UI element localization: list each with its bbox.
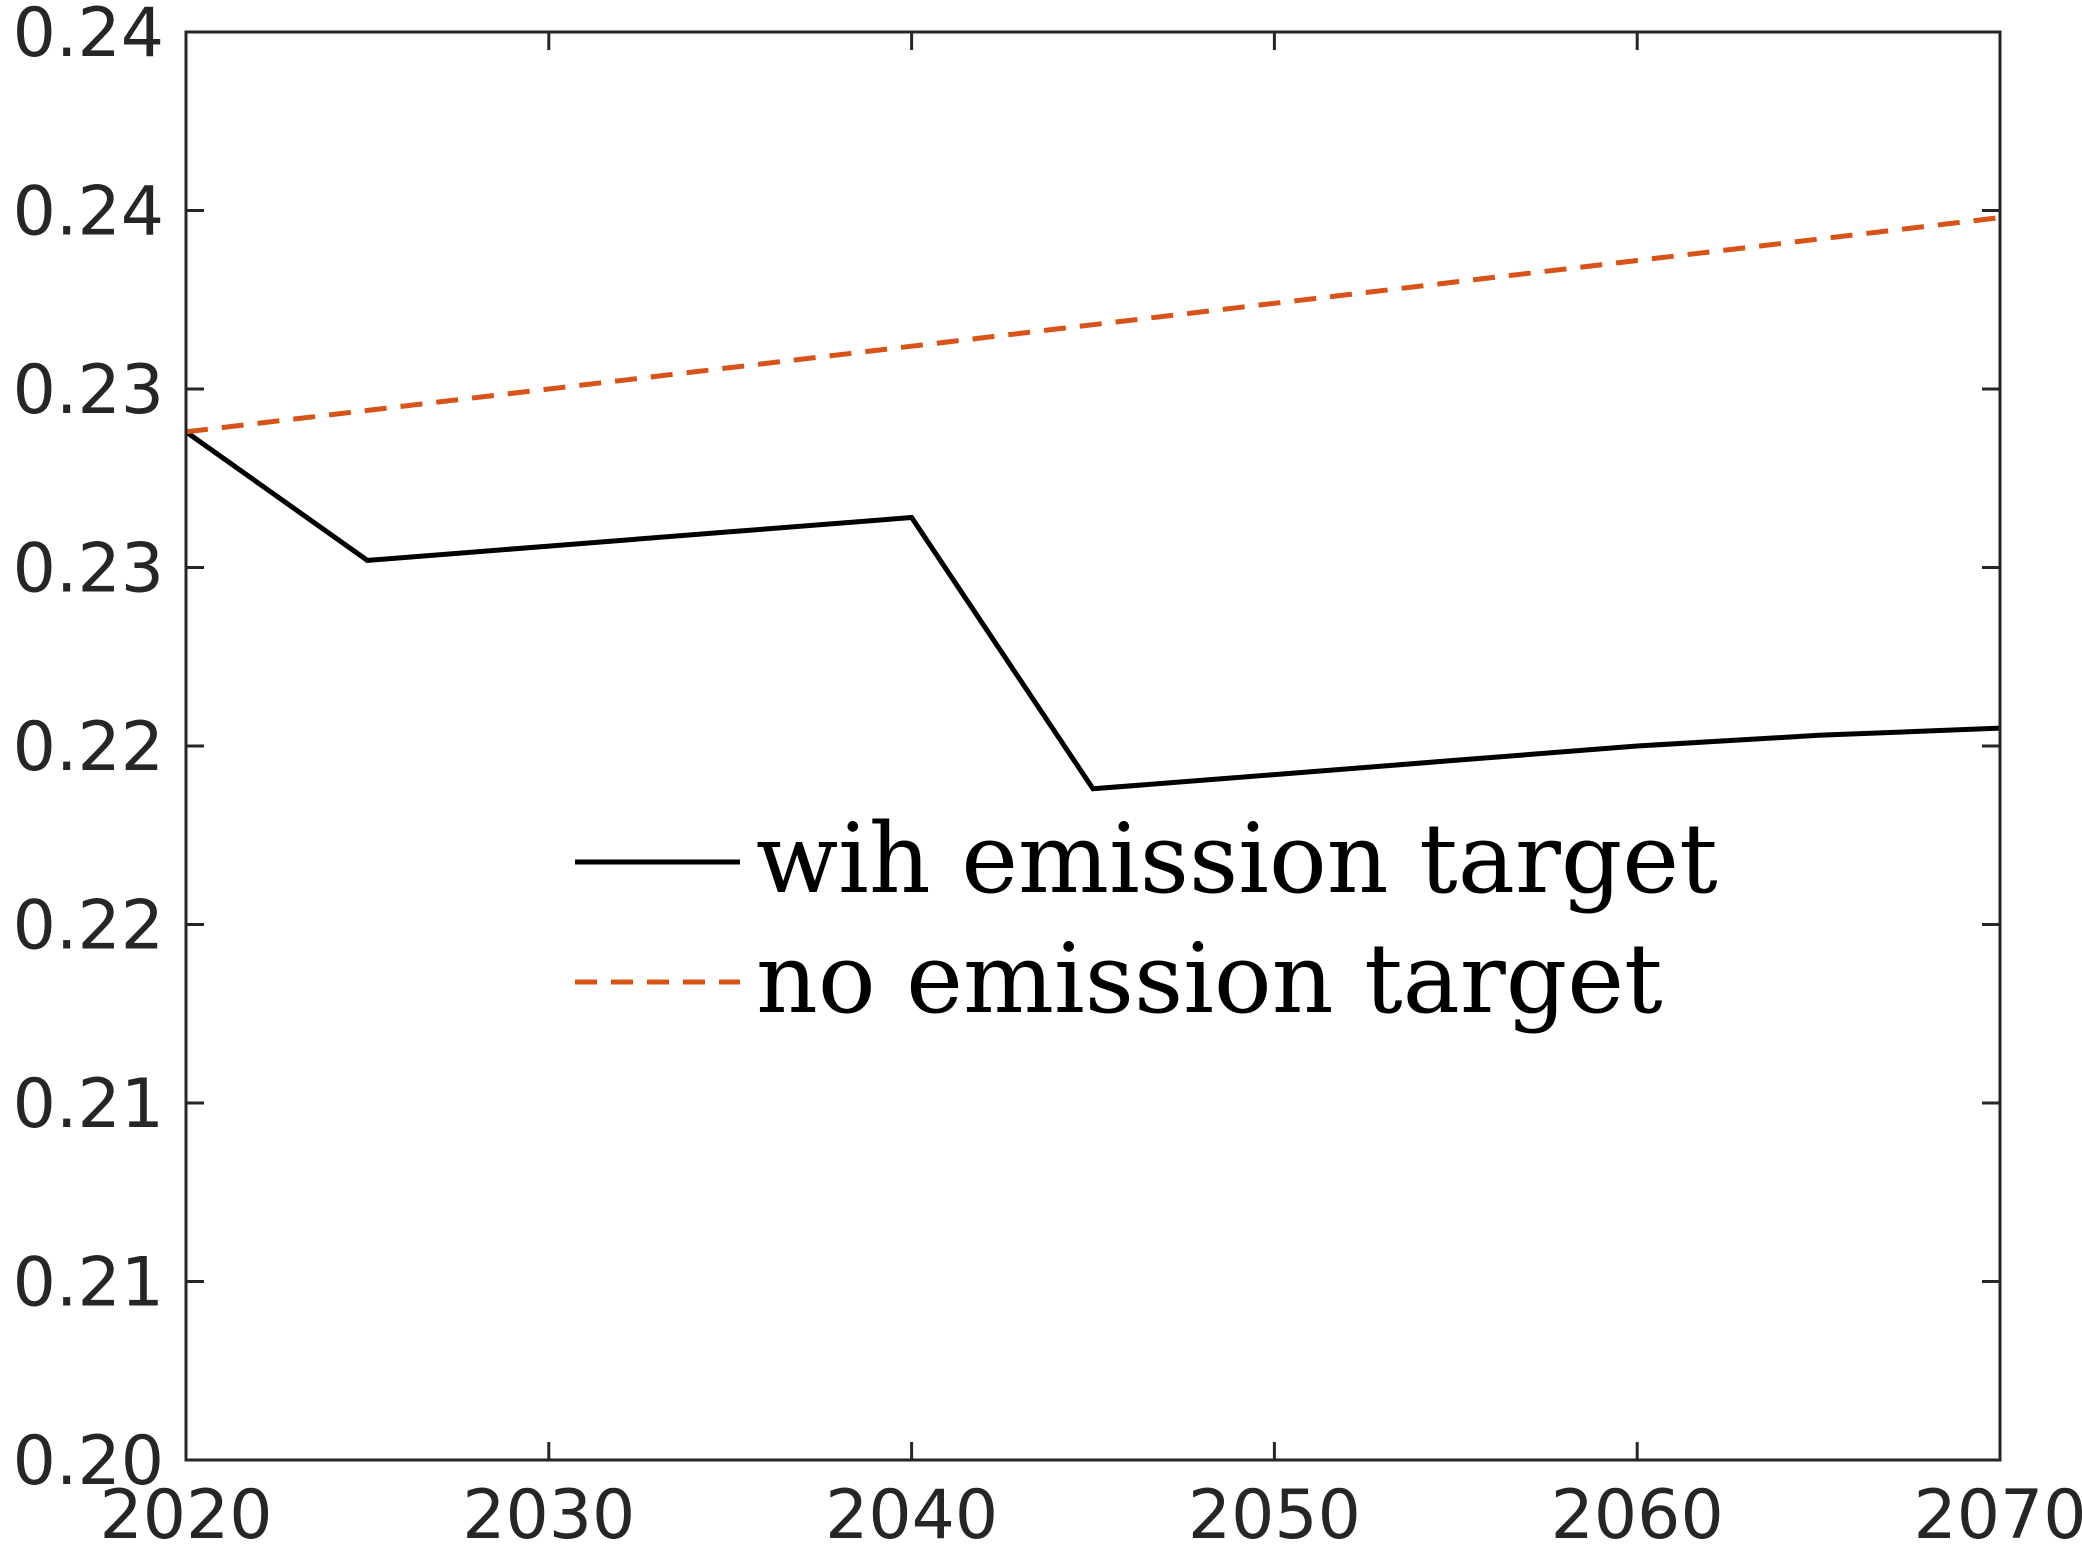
y-tick-label: 0.24 [13,173,164,252]
y-tick-label: 0.22 [13,708,164,787]
ticks-layer: 2020 2030 2040 2050 2060 2070 0.20 0.21 0.21 0.22… [13,0,2082,1554]
x-tick-label: 2070 [1913,1476,2082,1554]
y-tick-label: 0.23 [13,351,164,430]
legend-label-0: wih emission target [756,803,1718,915]
y-tick-label: 0.21 [13,1065,164,1144]
y-tick-label: 0.20 [13,1422,164,1501]
x-tick-label: 2050 [1188,1476,1361,1554]
y-tick-label: 0.24 [13,0,164,73]
y-tick-label: 0.21 [13,1244,164,1323]
legend-label-1: no emission target [756,923,1663,1035]
x-tick-label: 2020 [99,1476,272,1554]
series-line-1 [185,215,2001,435]
y-tick-label: 0.22 [13,887,164,966]
series-line-0 [184,429,2001,792]
plot-area [186,32,2000,1460]
x-tick-label: 2030 [462,1476,635,1554]
series-layer [184,215,2001,792]
x-tick-label: 2060 [1551,1476,1724,1554]
x-tick-label: 2040 [825,1476,998,1554]
y-tick-label: 0.23 [13,530,164,609]
